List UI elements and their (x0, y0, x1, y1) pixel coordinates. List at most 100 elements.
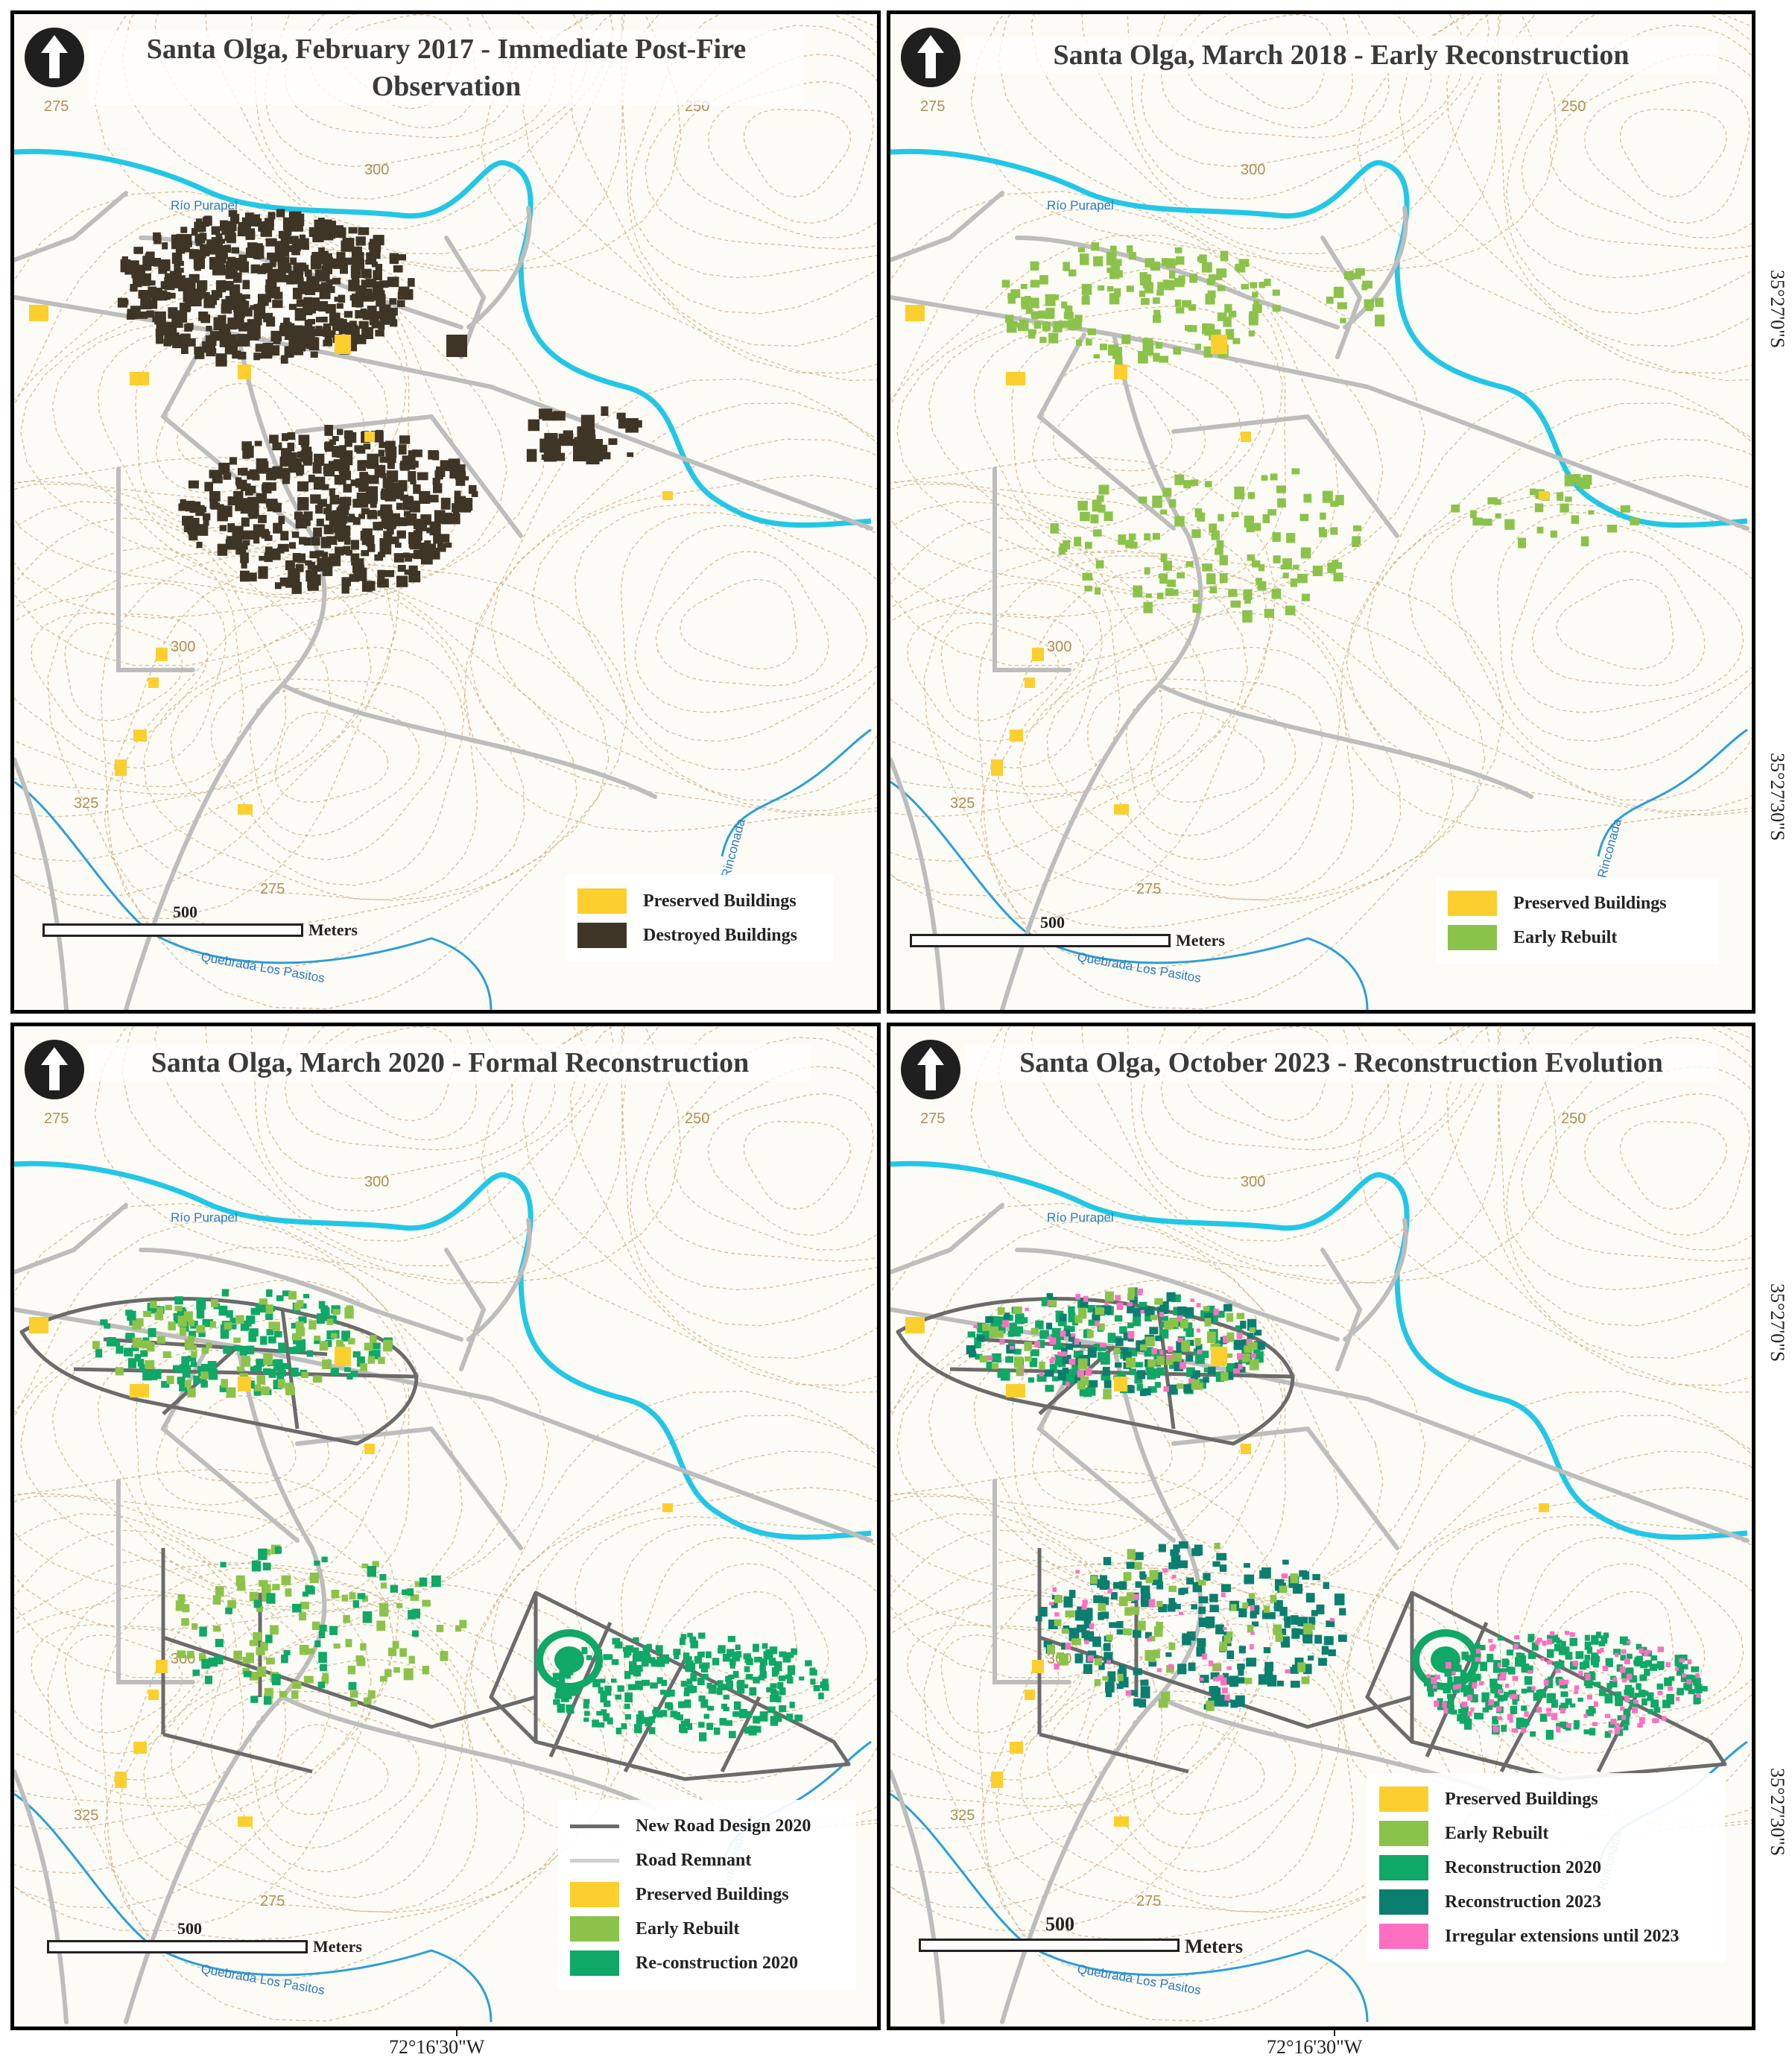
reconstruction-2020-building (1492, 1701, 1500, 1708)
reconstruction-2020-building (1454, 1664, 1462, 1672)
reconstruction-2020-building (687, 1632, 693, 1637)
irregular-extension (1085, 1368, 1092, 1376)
irregular-extension (1431, 1677, 1437, 1684)
early-rebuilt-building (1252, 560, 1261, 568)
destroyed-building (426, 527, 433, 534)
reconstruction-2020-building (268, 1368, 276, 1378)
reconstruction-2020-building (721, 1703, 727, 1710)
reconstruction-2020-building (298, 1316, 307, 1324)
early-rebuilt-building (1197, 512, 1204, 521)
destroyed-building (154, 311, 166, 325)
reconstruction-2020-building (1009, 1322, 1017, 1332)
destroyed-building (349, 294, 358, 301)
early-rebuilt-building (1194, 344, 1201, 350)
reconstruction-2020-building (223, 1345, 232, 1354)
contour-line (1160, 1026, 1390, 1151)
contour-label: 275 (920, 98, 945, 115)
contour-line (1140, 1026, 1432, 1180)
contour-line (645, 1037, 877, 1262)
reconstruction-2020-building (350, 1371, 358, 1377)
early-rebuilt-building (1171, 589, 1179, 596)
irregular-extension (1087, 1655, 1094, 1662)
reconstruction-2020-building (1604, 1731, 1611, 1738)
reconstruction-2020-building (1545, 1730, 1554, 1740)
early-rebuilt-building (1127, 1294, 1135, 1301)
early-rebuilt-building (1024, 1342, 1033, 1351)
stadium-field (554, 1646, 584, 1673)
reconstruction-2020-building (1691, 1666, 1700, 1672)
early-rebuilt-building (1074, 1315, 1083, 1324)
legend-item: Preserved Buildings (1448, 886, 1707, 920)
reconstruction-2023-building (1101, 1611, 1109, 1619)
reconstruction-2023-building (1141, 1596, 1150, 1608)
reconstruction-2020-building (1467, 1692, 1474, 1697)
reconstruction-2023-building (1190, 1375, 1198, 1381)
reconstruction-2020-building (1524, 1675, 1533, 1685)
irregular-extension (1125, 1690, 1132, 1696)
contour-line (907, 612, 1085, 742)
early-rebuilt-building (1576, 477, 1586, 487)
contour-line (170, 646, 464, 886)
destroyed-building (232, 350, 241, 359)
early-rebuilt-building (1211, 530, 1220, 540)
reconstruction-2020-building (744, 1666, 750, 1672)
reconstruction-2020-building (717, 1680, 724, 1687)
reconstruction-2023-building (1305, 1593, 1315, 1603)
destroyed-building (354, 445, 362, 452)
irregular-extension (1558, 1679, 1565, 1685)
reconstruction-2023-building (1176, 1346, 1184, 1354)
reconstruction-2020-building (767, 1706, 776, 1713)
reconstruction-2020-building (566, 1705, 574, 1714)
reconstruction-2020-building (770, 1683, 777, 1689)
reconstruction-2020-building (656, 1656, 665, 1667)
reconstruction-2020-building (552, 1672, 561, 1681)
early-rebuilt-building (1226, 1312, 1234, 1322)
irregular-extension (1060, 1330, 1066, 1337)
panel-title: Santa Olga, March 2018 - Early Reconstru… (965, 37, 1717, 74)
early-rebuilt-building (1244, 1354, 1251, 1362)
early-rebuilt-building (1207, 290, 1216, 298)
reconstruction-2020-building (1595, 1631, 1601, 1638)
reconstruction-2020-building (771, 1693, 779, 1700)
destroyed-building (362, 528, 373, 540)
legend-item: Preserved Buildings (570, 1877, 844, 1912)
reconstruction-2023-building (1062, 1367, 1069, 1374)
reconstruction-2020-building (1186, 1367, 1195, 1377)
early-rebuilt-building (1263, 1605, 1270, 1614)
irregular-extension (1498, 1689, 1502, 1694)
reconstruction-2020-building (1007, 1330, 1014, 1337)
irregular-extension (1627, 1673, 1633, 1680)
reconstruction-2023-building (1132, 1629, 1142, 1638)
reconstruction-2023-building (1291, 1681, 1300, 1688)
destroyed-building (315, 505, 323, 514)
destroyed-building (598, 444, 608, 452)
reconstruction-2020-building (1144, 1312, 1152, 1321)
early-rebuilt-building (1080, 253, 1089, 265)
early-rebuilt-building (1335, 495, 1344, 505)
irregular-extension (1513, 1643, 1519, 1650)
legend: Preserved Buildings Destroyed Buildings (566, 875, 834, 961)
reconstruction-2020-building (1199, 1351, 1209, 1359)
destroyed-building (133, 247, 144, 254)
destroyed-building (433, 483, 443, 493)
reconstruction-2023-building (1267, 1612, 1276, 1620)
destroyed-building (253, 537, 260, 544)
reconstruction-2023-building (1118, 1581, 1127, 1590)
reconstruction-2023-building (1068, 1590, 1076, 1598)
destroyed-building (307, 578, 319, 591)
destroyed-building (329, 312, 341, 326)
reconstruction-2023-building (1083, 1631, 1095, 1642)
reconstruction-2020-building (1598, 1689, 1606, 1696)
reconstruction-2020-building (1554, 1661, 1563, 1669)
early-rebuilt-building (341, 1594, 348, 1602)
reconstruction-2020-building (727, 1635, 735, 1643)
road-segment (890, 191, 1004, 262)
destroyed-building (181, 345, 189, 354)
reconstruction-2023-building (1158, 1544, 1166, 1552)
destroyed-building (323, 339, 332, 347)
reconstruction-2020-building (1589, 1728, 1596, 1736)
early-rebuilt-building (1058, 547, 1066, 555)
early-rebuilt-building (1145, 1336, 1155, 1347)
reconstruction-2023-building (1223, 1304, 1232, 1312)
reconstruction-2020-building (1065, 1371, 1072, 1380)
